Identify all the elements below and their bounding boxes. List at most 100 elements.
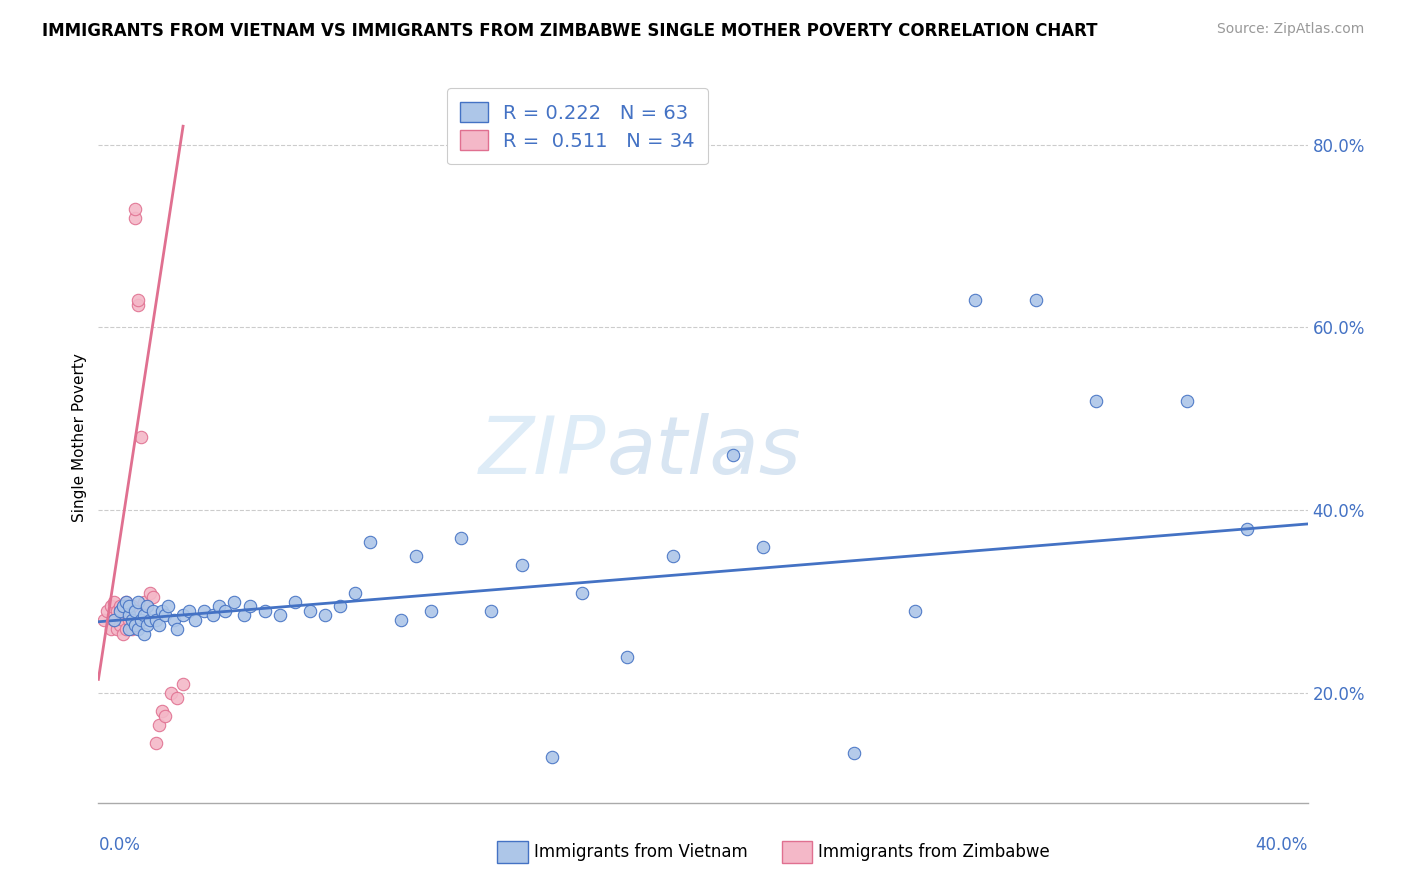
Point (193, 604, 215, 618)
Point (1175, 393, 1198, 408)
Point (108, 617, 131, 632)
Point (118, 613, 141, 627)
Point (114, 594, 136, 608)
Point (420, 604, 443, 618)
Point (153, 608, 176, 623)
Point (132, 626, 155, 640)
Point (114, 622, 136, 636)
Point (904, 604, 927, 618)
Point (139, 585, 162, 599)
Point (208, 599, 231, 614)
Text: Immigrants from Vietnam: Immigrants from Vietnam (534, 843, 748, 861)
Point (127, 293, 149, 307)
Point (329, 599, 352, 614)
Point (214, 604, 236, 618)
Point (103, 594, 125, 608)
Point (93, 613, 115, 627)
Point (142, 590, 165, 604)
Point (269, 608, 291, 623)
Point (100, 622, 122, 636)
Point (121, 613, 143, 627)
Point (510, 558, 533, 573)
Point (127, 297, 149, 311)
Point (184, 613, 207, 627)
Point (132, 594, 155, 608)
Point (616, 649, 638, 664)
Point (135, 617, 157, 632)
FancyBboxPatch shape (498, 841, 527, 863)
Point (723, 448, 745, 462)
Point (139, 613, 162, 627)
Point (172, 677, 194, 691)
Point (314, 608, 336, 623)
Point (121, 622, 143, 636)
Point (253, 604, 276, 618)
Point (118, 599, 141, 614)
Point (1236, 521, 1258, 535)
Point (105, 622, 128, 636)
Point (108, 599, 131, 614)
Point (179, 604, 201, 618)
Point (124, 202, 146, 216)
Point (405, 549, 427, 563)
Point (299, 604, 322, 618)
Point (111, 613, 134, 627)
Point (224, 594, 246, 608)
Legend: R = 0.222   N = 63, R =  0.511   N = 34: R = 0.222 N = 63, R = 0.511 N = 34 (447, 88, 709, 164)
Point (118, 608, 141, 623)
Point (135, 599, 157, 614)
Point (111, 626, 134, 640)
Point (202, 608, 225, 623)
Point (108, 604, 131, 618)
Point (1024, 293, 1046, 307)
Point (661, 549, 683, 563)
Point (145, 613, 167, 627)
Point (163, 613, 186, 627)
Point (232, 608, 254, 623)
Point (124, 604, 146, 618)
Point (284, 594, 307, 608)
Point (166, 690, 188, 705)
Point (965, 293, 987, 307)
Point (100, 599, 122, 614)
Y-axis label: Single Mother Poverty: Single Mother Poverty (72, 352, 87, 522)
Point (148, 617, 170, 632)
Point (150, 705, 173, 719)
Point (105, 604, 128, 618)
Point (118, 622, 141, 636)
Point (135, 599, 157, 614)
Text: ZIP: ZIP (479, 413, 606, 491)
Point (160, 686, 183, 700)
Point (172, 608, 194, 623)
Text: Source: ZipAtlas.com: Source: ZipAtlas.com (1216, 22, 1364, 37)
Point (166, 622, 188, 636)
Point (103, 613, 125, 627)
Point (111, 599, 134, 614)
Point (450, 531, 472, 545)
Point (127, 594, 149, 608)
FancyBboxPatch shape (782, 841, 811, 863)
Point (752, 540, 775, 554)
Point (1085, 393, 1108, 408)
Point (132, 608, 155, 623)
Text: Immigrants from Zimbabwe: Immigrants from Zimbabwe (818, 843, 1050, 861)
Point (103, 613, 125, 627)
Text: 0.0%: 0.0% (98, 836, 141, 854)
Point (150, 604, 173, 618)
Point (124, 211, 146, 225)
Point (239, 599, 262, 614)
Point (114, 594, 136, 608)
Point (360, 535, 382, 549)
Point (571, 585, 593, 599)
Point (124, 617, 146, 632)
Point (145, 736, 167, 750)
Point (96, 604, 118, 618)
Point (389, 613, 412, 627)
Point (121, 599, 143, 614)
Point (118, 604, 141, 618)
Point (153, 709, 176, 723)
Point (481, 604, 503, 618)
Point (844, 746, 866, 760)
Point (129, 613, 152, 627)
Point (540, 750, 562, 764)
